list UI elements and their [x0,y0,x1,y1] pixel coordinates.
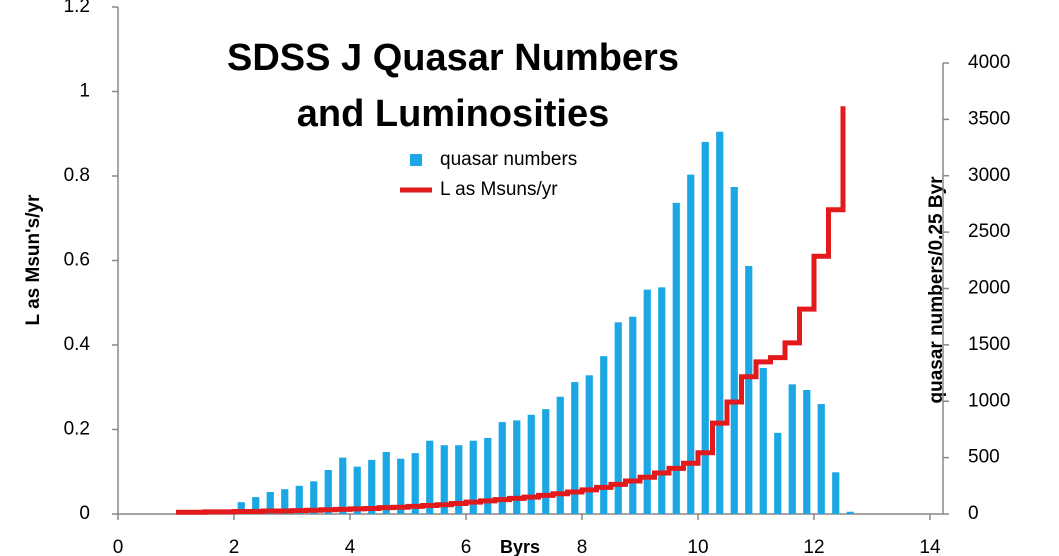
bar [658,287,666,514]
x-tick-label: 8 [577,537,588,556]
line [176,106,846,515]
x-tick-label: 6 [461,537,472,556]
bar [498,422,506,514]
y2-tick-label: 3000 [968,165,1010,186]
x-tick-label: 12 [803,537,824,556]
bar [556,396,564,514]
y2-tick-label: 0 [968,503,979,524]
y2-tick-label: 4000 [968,52,1010,73]
bar [643,289,651,514]
chart-title: SDSS J Quasar Numbers and Luminosities [227,37,679,135]
y2-tick-label: 2500 [968,221,1010,242]
y-tick-label: 0 [79,503,90,524]
bar [803,389,811,514]
bar [237,502,245,514]
bar [426,440,434,514]
x-tick-label: 4 [345,537,356,556]
y-tick-label: 0.2 [64,419,90,440]
bar [629,316,637,514]
x-tick-label: 0 [113,537,124,556]
y2-tick-label: 3500 [968,108,1010,129]
bar [397,458,405,514]
bar [252,497,260,514]
bar [759,367,767,514]
y-tick-label: 0.4 [64,334,91,355]
y-axis-label: L as Msun's/yr [23,194,44,325]
bar [484,437,492,514]
y-tick-label: 0.6 [64,250,90,271]
x-tick-label: 14 [919,537,941,556]
bar [730,187,738,514]
bar [832,472,840,514]
legend-swatch [410,154,422,166]
bar [585,375,593,514]
bar [266,492,274,514]
bar [774,432,782,514]
y2-tick-label: 2000 [968,278,1010,299]
bar [382,451,390,514]
bar [440,445,448,514]
x-tick-label: 10 [687,537,708,556]
bar [339,457,347,514]
bar [571,382,579,514]
bar [716,131,724,514]
bar [788,384,796,514]
y-tick-label: 1.2 [64,0,90,17]
bar [600,356,608,514]
x-tick-label: 2 [229,537,240,556]
bar [701,141,709,515]
bar [846,511,854,514]
y2-axis-label: quasar numbers/0.25 Byr [926,176,947,404]
bar [527,414,535,514]
bar [614,322,622,514]
y2-tick-label: 1000 [968,390,1010,411]
bar [353,466,361,514]
y-tick-label: 1 [79,81,90,102]
legend-label: L as Msuns/yr [440,179,558,200]
bar [310,481,318,514]
y-tick-label: 0.8 [64,165,90,186]
bar [745,265,753,514]
bar [672,202,680,514]
x-axis-label: Byrs [500,537,540,556]
bar [368,459,376,514]
bar [295,485,303,514]
bar [687,174,695,514]
bar [542,409,550,514]
legend-label: quasar numbers [440,149,577,170]
bar [817,404,825,514]
y2-tick-label: 1500 [968,334,1010,355]
bar [281,489,289,514]
y2-tick-label: 500 [968,447,1000,468]
bar [411,453,419,514]
bar [324,470,332,514]
bar [513,420,521,514]
bar [455,445,463,514]
bar [469,440,477,514]
